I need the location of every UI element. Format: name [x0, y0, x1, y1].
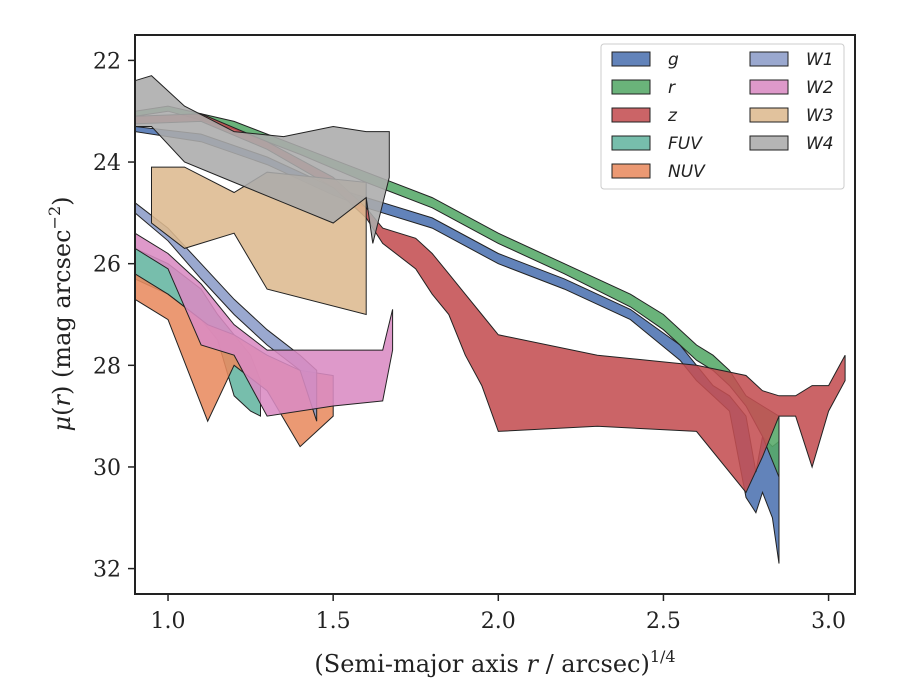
y-tick-label: 22 [93, 49, 121, 74]
legend-label-r: r [668, 78, 676, 98]
y-tick-label: 24 [93, 151, 121, 176]
legend: grz FUV NUV W1 W2 W3 W4 [600, 43, 845, 190]
x-tick-label: 2.5 [646, 609, 681, 634]
x-axis-label: (Semi-major axis r / arcsec)1/4 [314, 647, 675, 678]
y-axis-ticks: 22 24 26 28 30 32 [93, 49, 135, 583]
legend-swatch-r [611, 79, 651, 95]
y-tick-label: 30 [93, 456, 121, 481]
legend-label-w4: W4 [806, 134, 834, 154]
y-tick-label: 26 [93, 253, 121, 278]
legend-swatch-w4 [749, 135, 789, 151]
legend-label-w1: W1 [806, 50, 834, 70]
legend-swatch-nuv [611, 163, 651, 179]
y-tick-label: 32 [93, 558, 121, 583]
x-axis-ticks: 1.0 1.5 2.0 2.5 3.0 [151, 594, 846, 634]
x-tick-label: 1.0 [151, 609, 186, 634]
legend-label-z: z [667, 106, 678, 126]
legend-swatch-z [611, 107, 651, 123]
y-tick-label: 28 [93, 354, 121, 379]
plot-frame [134, 34, 856, 595]
legend-swatch-w2 [749, 79, 789, 95]
legend-swatch-g [611, 51, 651, 67]
legend-label-w2: W2 [806, 78, 834, 98]
series-bands [134, 75, 846, 564]
band-r [134, 105, 780, 478]
legend-label-fuv: FUV [668, 134, 703, 154]
band-g [134, 125, 780, 564]
legend-swatch-w1 [749, 51, 789, 67]
x-tick-label: 3.0 [811, 609, 846, 634]
band-z [134, 113, 846, 494]
legend-label-w3: W3 [806, 106, 834, 126]
band-w2 [134, 232, 394, 417]
legend-label-nuv: NUV [668, 162, 706, 182]
x-tick-label: 2.0 [481, 609, 516, 634]
y-axis-label: μ(r) (mag arcsec−2) [45, 196, 76, 431]
x-tick-label: 1.5 [316, 609, 351, 634]
legend-swatch-fuv [611, 135, 651, 151]
band-w4 [134, 75, 390, 244]
legend-label-g: g [668, 50, 679, 70]
legend-swatch-w3 [749, 107, 789, 123]
